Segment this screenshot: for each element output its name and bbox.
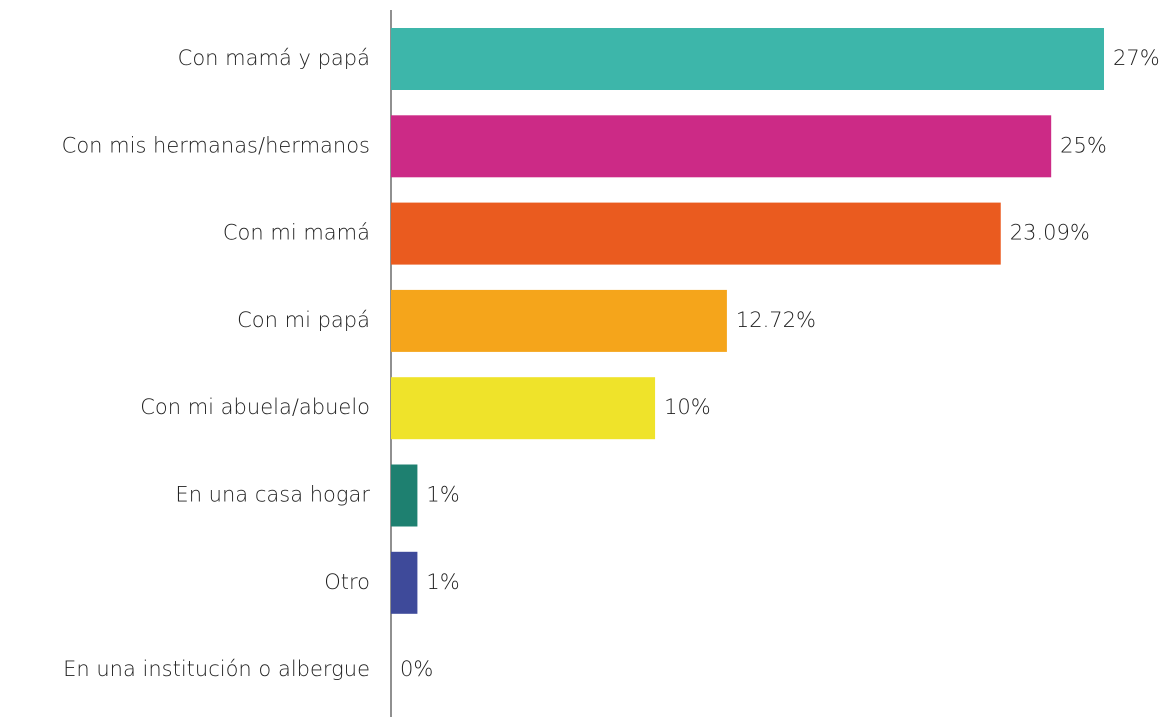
category-label: En una casa hogar [175, 483, 370, 507]
bar [391, 28, 1104, 90]
category-label: Con mamá y papá [178, 46, 370, 70]
value-label: 1% [426, 570, 459, 594]
category-label: Con mi mamá [223, 221, 370, 245]
category-label: Con mis hermanas/hermanos [62, 133, 370, 157]
category-label: En una institución o albergue [63, 657, 370, 681]
category-label: Con mi papá [237, 308, 370, 332]
value-label: 0% [400, 657, 433, 681]
value-label: 25% [1060, 133, 1107, 157]
category-label: Otro [324, 570, 370, 594]
bar [391, 289, 727, 352]
bar [391, 551, 418, 614]
category-label: Con mi abuela/abuelo [140, 395, 370, 419]
value-label: 1% [426, 483, 459, 507]
value-label: 27% [1113, 46, 1160, 70]
bar [391, 377, 656, 440]
value-label: 23.09% [1010, 221, 1090, 245]
bar [391, 202, 1001, 265]
bar [391, 115, 1052, 178]
value-label: 12.72% [736, 308, 816, 332]
bar [391, 464, 418, 527]
value-label: 10% [664, 395, 711, 419]
